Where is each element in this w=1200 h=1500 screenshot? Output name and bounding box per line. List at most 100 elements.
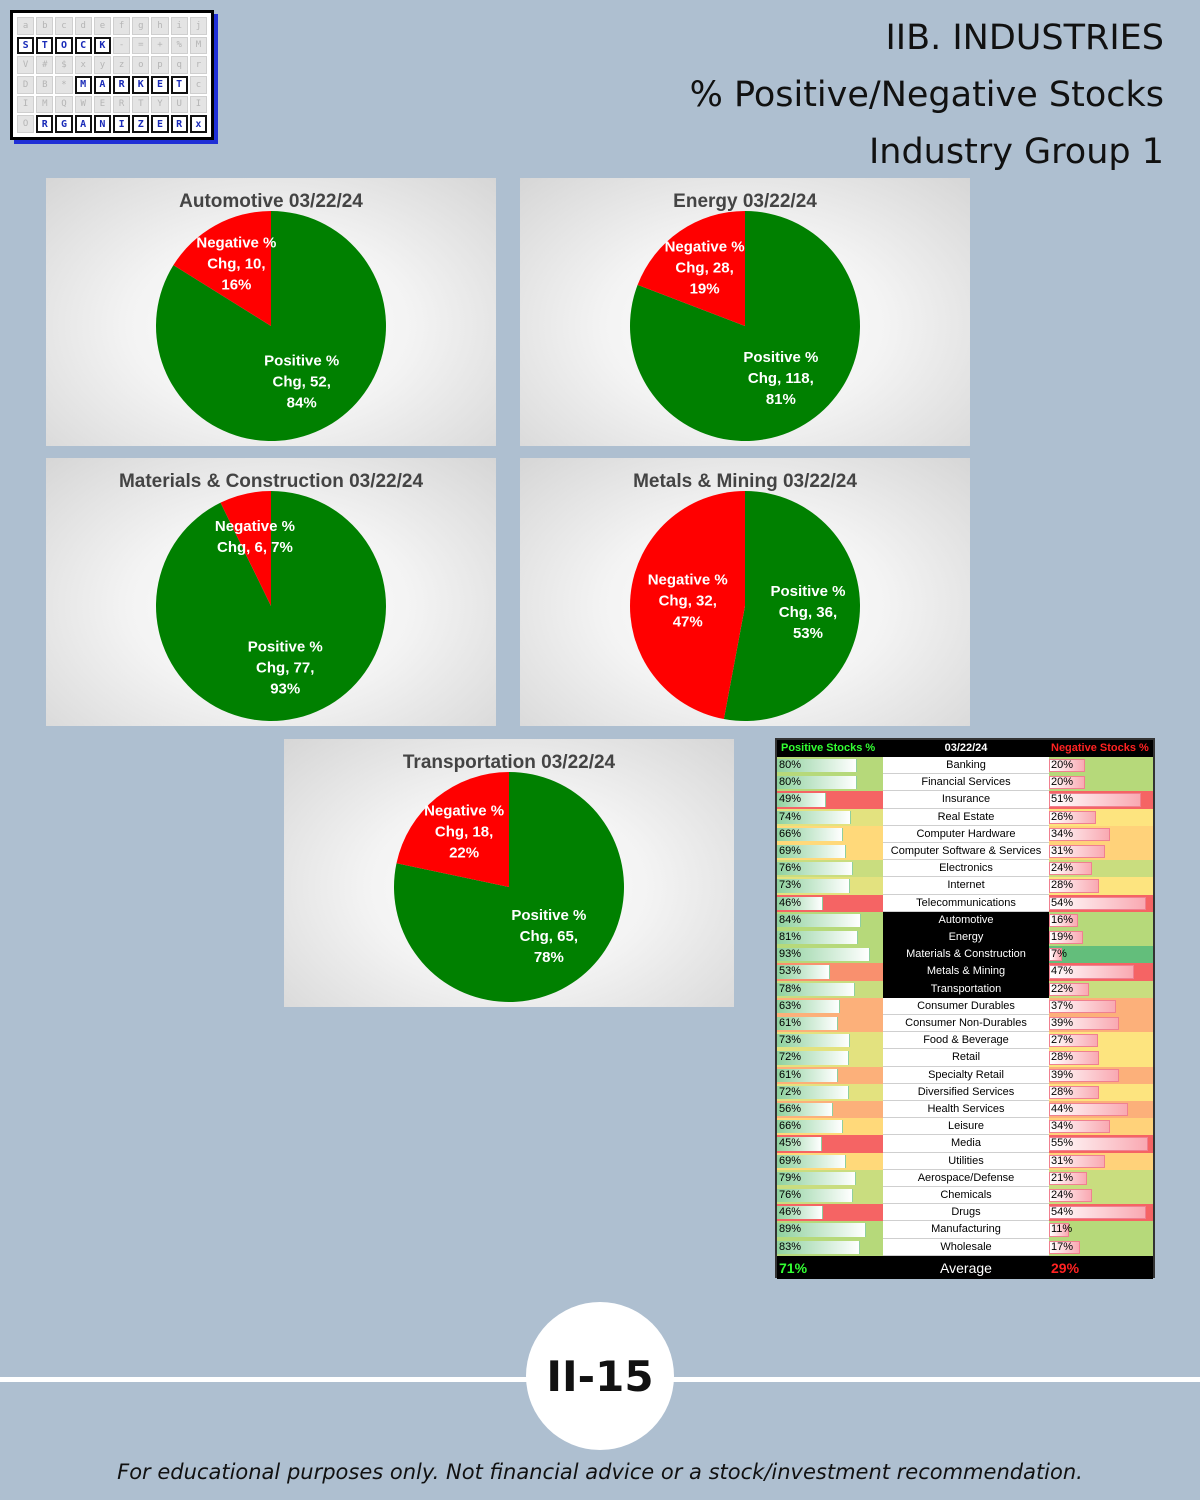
negative-bar <box>1049 1034 1098 1048</box>
negative-cell: 28% <box>1049 1083 1153 1101</box>
table-header-row: Positive Stocks % 03/22/24 Negative Stocks… <box>777 740 1153 758</box>
slice-label-line: Negative % <box>424 803 504 820</box>
logo-cell: D <box>17 75 35 94</box>
positive-value: 61% <box>779 1068 802 1081</box>
logo-cell: T <box>132 95 150 114</box>
positive-value: 93% <box>779 948 802 961</box>
logo-cell: Z <box>132 115 150 133</box>
logo-cell: x <box>74 56 92 74</box>
positive-value: 46% <box>779 896 802 909</box>
negative-bar <box>1049 1103 1129 1117</box>
negative-cell: 44% <box>1049 1101 1153 1119</box>
negative-value: 7% <box>1051 948 1067 961</box>
slice-label-line: 16% <box>221 277 251 294</box>
slice-label-line: Chg, 6, 7% <box>217 539 293 556</box>
logo-cell: A <box>74 115 92 133</box>
positive-bar <box>777 1120 843 1134</box>
negative-cell: 27% <box>1049 1032 1153 1050</box>
logo-cell: z <box>113 56 131 74</box>
positive-bar <box>777 1223 866 1237</box>
positive-cell: 73% <box>777 1032 883 1050</box>
negative-cell: 19% <box>1049 929 1153 947</box>
industry-name: Wholesale <box>883 1238 1049 1256</box>
pie-chart-transportation: Transportation 03/22/24 Negative % Chg, 18… <box>284 739 734 1007</box>
slice-label-line: Chg, 65, <box>520 928 578 945</box>
negative-cell: 37% <box>1049 997 1153 1015</box>
logo-cell: K <box>93 36 111 55</box>
logo-cell: K <box>132 75 150 94</box>
negative-cell: 34% <box>1049 1118 1153 1136</box>
positive-cell: 69% <box>777 843 883 861</box>
table-row: 53% Metals & Mining 47% <box>777 963 1153 981</box>
disclaimer-text: For educational purposes only. Not finan… <box>117 1460 1083 1484</box>
negative-cell: 47% <box>1049 963 1153 981</box>
table-row: 74% Real Estate 26% <box>777 808 1153 826</box>
slice-label: Negative % Chg, 10, 16% <box>196 235 276 294</box>
positive-bar <box>777 1085 849 1099</box>
pie-slice-positive <box>723 491 861 721</box>
slice-label-line: 84% <box>287 394 317 411</box>
average-label: Average <box>883 1256 1049 1279</box>
industry-name: Real Estate <box>883 808 1049 826</box>
slice-label-line: 22% <box>449 845 479 862</box>
logo-cell: + <box>151 36 169 55</box>
positive-bar <box>777 913 861 927</box>
positive-value: 66% <box>779 827 802 840</box>
logo-cell: I <box>17 95 35 114</box>
logo-cell: p <box>151 56 169 74</box>
industry-name: Consumer Durables <box>883 997 1049 1015</box>
header-negative: Negative Stocks % <box>1049 740 1153 758</box>
negative-bar <box>1049 793 1141 807</box>
negative-value: 34% <box>1051 1120 1074 1133</box>
industry-name: Internet <box>883 877 1049 895</box>
logo-cell: # <box>36 56 54 74</box>
negative-cell: 24% <box>1049 1187 1153 1205</box>
positive-bar <box>777 1034 850 1048</box>
logo-cell: M <box>189 36 207 55</box>
positive-cell: 80% <box>777 757 883 775</box>
negative-bar <box>1049 1068 1120 1082</box>
page-number-badge: II-15 <box>526 1302 674 1450</box>
slice-label: Positive % Chg, 77, 93% <box>248 639 323 698</box>
pie-chart-metals-mining: Metals & Mining 03/22/24 Negative % Chg, 3… <box>520 458 970 726</box>
positive-cell: 73% <box>777 877 883 895</box>
positive-cell: 83% <box>777 1238 883 1256</box>
positive-bar <box>777 896 823 910</box>
negative-cell: 26% <box>1049 808 1153 826</box>
pie-chart-svg: Materials & Construction 03/22/24 Negativ… <box>119 471 423 721</box>
positive-bar <box>777 1017 838 1031</box>
logo-cell: R <box>36 115 54 133</box>
logo-cell: i <box>170 17 188 35</box>
slice-label-line: 47% <box>673 614 703 631</box>
negative-value: 34% <box>1051 827 1074 840</box>
slice-label-line: Negative % <box>665 238 745 255</box>
average-positive: 71% <box>777 1256 883 1279</box>
logo-cell: R <box>113 75 131 94</box>
industry-name: Drugs <box>883 1204 1049 1222</box>
positive-cell: 49% <box>777 791 883 809</box>
positive-cell: 46% <box>777 1204 883 1222</box>
positive-cell: 56% <box>777 1101 883 1119</box>
negative-value: 47% <box>1051 965 1074 978</box>
industry-name: Metals & Mining <box>883 963 1049 981</box>
industry-name: Computer Hardware <box>883 825 1049 843</box>
positive-value: 73% <box>779 1034 802 1047</box>
positive-cell: 66% <box>777 825 883 843</box>
industry-name: Banking <box>883 757 1049 775</box>
negative-bar <box>1049 845 1105 859</box>
negative-bar <box>1049 862 1093 876</box>
table-row: 72% Diversified Services 28% <box>777 1083 1153 1101</box>
logo-cell: g <box>132 17 150 35</box>
pie-slice-positive <box>156 491 386 721</box>
industry-name: Specialty Retail <box>883 1066 1049 1084</box>
table-row: 76% Electronics 24% <box>777 860 1153 878</box>
negative-value: 22% <box>1051 982 1074 995</box>
negative-value: 24% <box>1051 862 1074 875</box>
chart-title: Energy 03/22/24 <box>673 191 817 212</box>
positive-cell: 79% <box>777 1169 883 1187</box>
negative-value: 54% <box>1051 1206 1074 1219</box>
logo-cell: r <box>189 56 207 74</box>
positive-bar <box>777 1240 860 1254</box>
positive-cell: 61% <box>777 1066 883 1084</box>
negative-bar <box>1049 827 1111 841</box>
